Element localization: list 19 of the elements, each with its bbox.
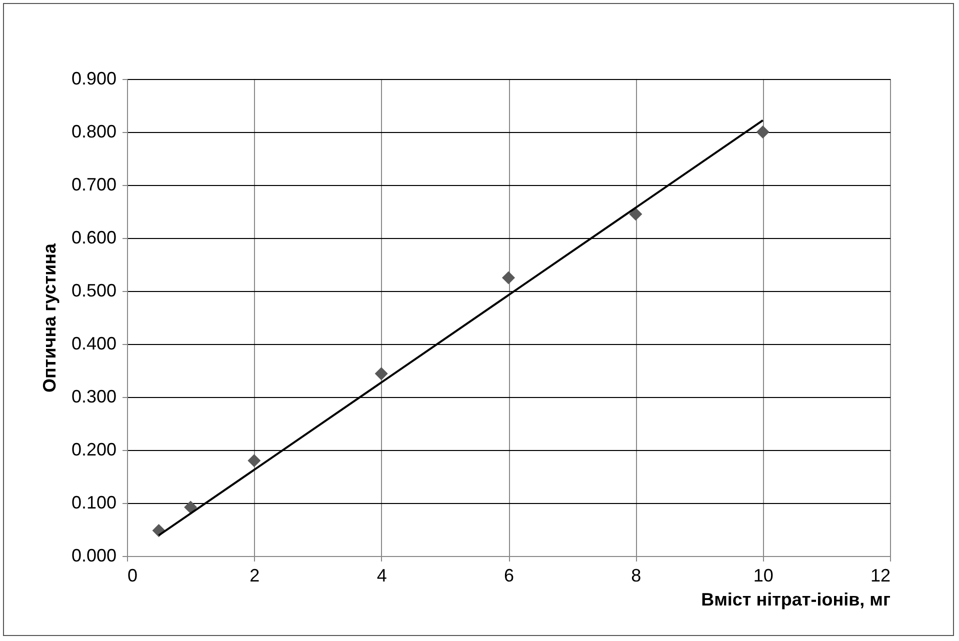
y-tick-label: 0.900: [71, 68, 116, 88]
x-tick-label: 8: [631, 566, 642, 586]
x-tick-label: 12: [870, 566, 890, 586]
y-tick-label: 0.600: [71, 228, 116, 248]
y-tick-label: 0.100: [71, 492, 116, 512]
x-tick-label: 0: [128, 566, 138, 586]
x-tick-label: 2: [250, 566, 260, 586]
y-tick-label: 0.700: [71, 174, 116, 194]
x-tick-label: 6: [504, 566, 514, 586]
y-tick-label: 0.200: [71, 440, 116, 460]
y-tick-label: 0.000: [71, 546, 116, 566]
x-axis-title: Вміст нітрат-іонів, мг: [701, 590, 891, 610]
x-tick-label: 10: [753, 566, 774, 586]
y-axis-title: Оптична густина: [39, 242, 60, 392]
y-tick-label: 0.800: [71, 122, 116, 142]
y-tick-label: 0.500: [71, 280, 116, 300]
y-tick-label: 0.400: [71, 334, 116, 354]
x-tick-label: 4: [376, 566, 387, 586]
y-tick-label: 0.300: [71, 386, 116, 406]
